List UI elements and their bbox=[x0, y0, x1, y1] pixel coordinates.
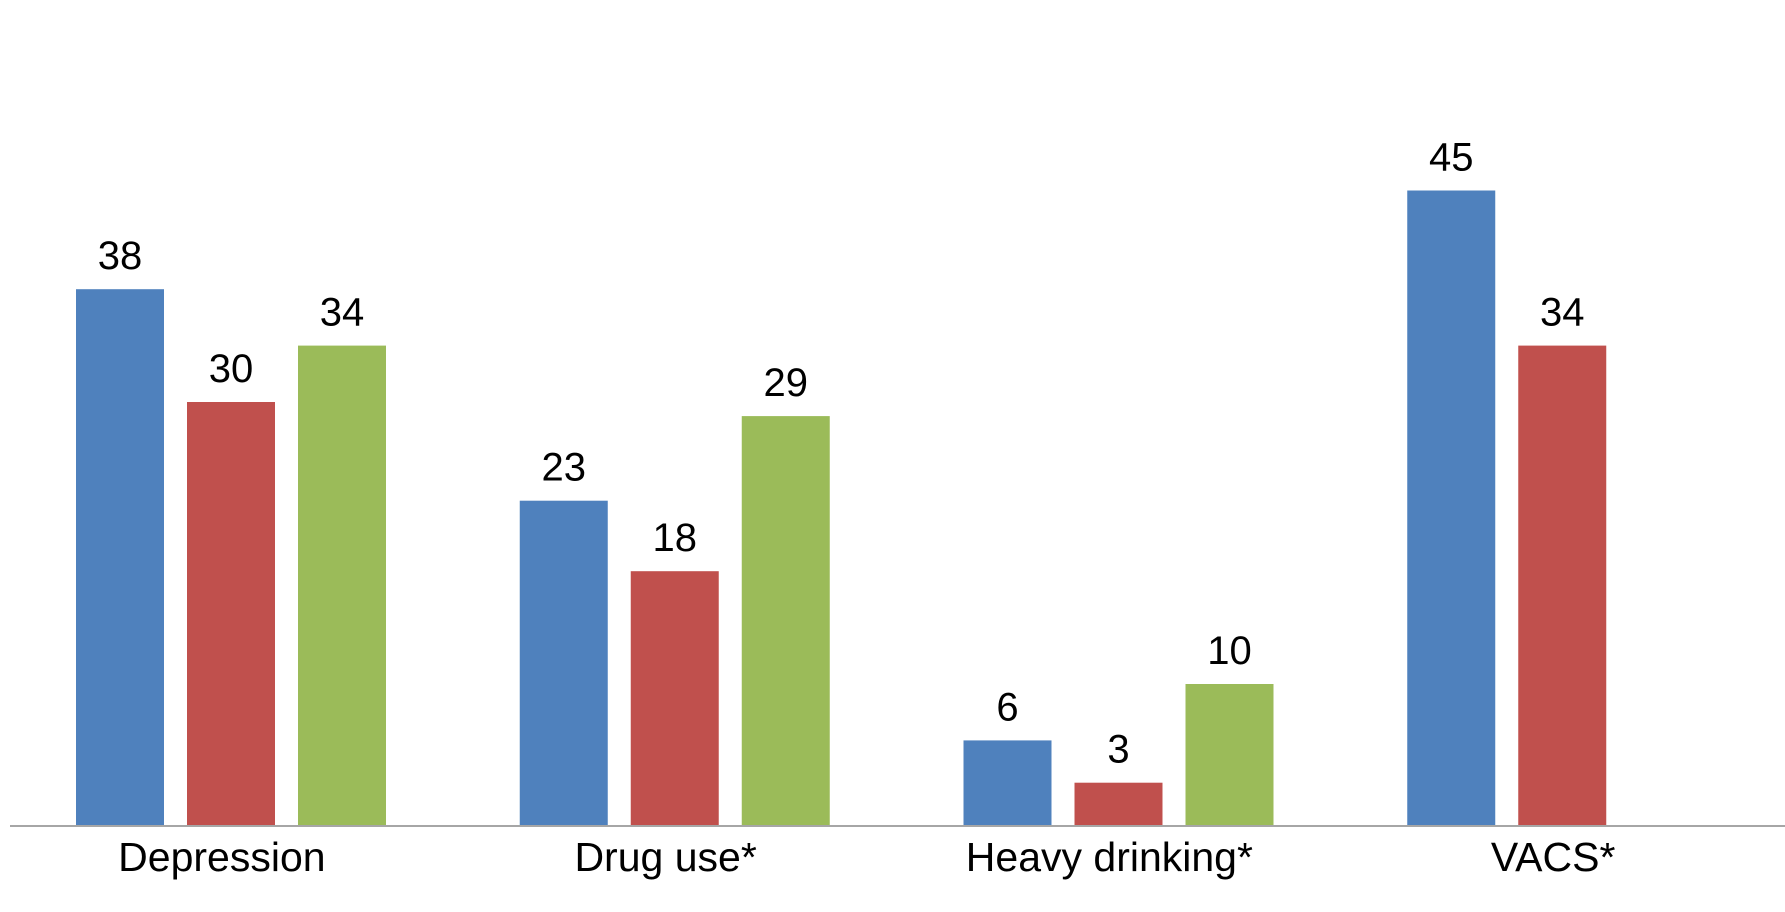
data-label: 6 bbox=[996, 685, 1018, 729]
category-label: Depression bbox=[118, 834, 325, 880]
bar bbox=[1518, 345, 1607, 825]
bars-layer bbox=[76, 190, 1607, 825]
bar bbox=[630, 571, 719, 825]
data-label: 38 bbox=[98, 234, 143, 278]
data-label: 45 bbox=[1429, 136, 1474, 180]
category-label: Heavy drinking* bbox=[966, 834, 1253, 880]
data-label: 34 bbox=[1540, 291, 1585, 335]
bar bbox=[187, 402, 275, 825]
bar bbox=[741, 416, 830, 825]
bar bbox=[298, 345, 386, 825]
bar bbox=[519, 500, 608, 825]
category-label: VACS* bbox=[1491, 834, 1616, 880]
data-label: 29 bbox=[764, 361, 809, 405]
data-labels-layer: 38 30 34 23 18 29 6 3 10 45 34 bbox=[98, 136, 1585, 772]
bar bbox=[1407, 190, 1496, 825]
bar bbox=[963, 740, 1052, 825]
data-label: 23 bbox=[542, 446, 587, 490]
bar bbox=[76, 289, 164, 825]
category-label: Drug use* bbox=[574, 834, 756, 880]
data-label: 3 bbox=[1107, 728, 1129, 772]
bar bbox=[1185, 684, 1274, 825]
data-label: 30 bbox=[209, 347, 254, 391]
data-label: 18 bbox=[653, 516, 698, 560]
data-label: 34 bbox=[320, 291, 365, 335]
category-labels-layer: Depression Drug use* Heavy drinking* VACS* bbox=[118, 834, 1615, 880]
data-label: 10 bbox=[1207, 629, 1252, 673]
bar bbox=[1074, 782, 1163, 825]
